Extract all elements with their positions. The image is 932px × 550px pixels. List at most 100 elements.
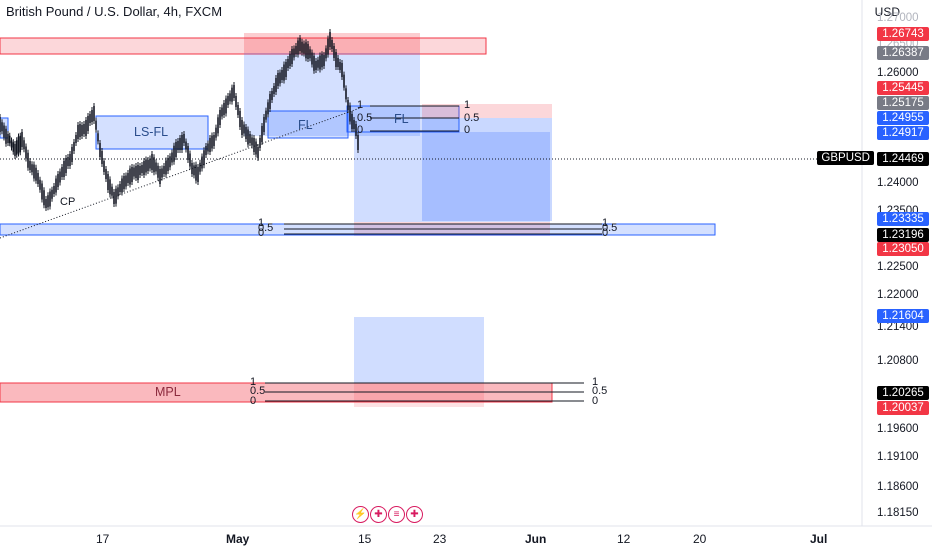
price-tag: 1.23050 [877,242,929,256]
fib-level-label: 0.5 [464,112,480,124]
projection-blue-top [244,53,420,136]
price-tag: 1.21604 [877,309,929,323]
candle-body [197,167,199,182]
candle-body [63,161,65,177]
candle-body [91,110,93,122]
fib-level-label: 0 [602,227,609,239]
candle-body [175,142,177,157]
candle-body [137,165,139,180]
price-tick-label: 1.19100 [877,451,919,463]
candle-body [31,164,33,173]
candle-body [27,152,29,168]
candle-body [7,134,9,143]
candle-body [281,70,283,80]
candle-body [177,141,179,150]
candle-body [289,54,291,66]
candle-body [195,164,197,181]
candle-body [161,168,163,178]
price-tick-label: 1.27000 [877,12,919,24]
candle-body [187,146,189,160]
candle-body [85,120,87,136]
candle-body [283,64,285,81]
time-tick-label: 20 [693,532,707,546]
candle-body [239,111,241,127]
candle-body [1,122,3,132]
candle-body [109,179,111,195]
candle-body [193,165,195,176]
candle-body [215,127,217,138]
candle-body [335,52,337,67]
candle-body [261,126,263,142]
projection-red-right [422,104,552,118]
candle-body [305,42,307,59]
candle-body [47,195,49,208]
candle-body [321,54,323,68]
candle-body [179,138,181,150]
projection-blue-low [354,317,484,383]
candle-body [357,135,359,150]
uk-flag-icon[interactable]: ✚ [406,506,423,523]
price-tag: 1.25175 [877,96,929,110]
candle-body [315,61,317,70]
candle-body [259,138,261,148]
candle-body [341,63,343,77]
candle-body [277,73,279,86]
candle-body [317,59,319,68]
candle-body [213,135,215,146]
time-tick-label: Jun [525,532,547,546]
ls-fl-label: LS-FL [134,125,169,139]
candle-body [339,62,341,70]
price-tag: 1.23335 [877,212,929,226]
candle-body [285,62,287,77]
candle-body [209,138,211,152]
candle-body [275,78,277,92]
candle-body [25,146,27,159]
candle-body [12,142,15,152]
candle-body [79,124,81,137]
candle-body [311,52,313,65]
candle-body [273,86,275,94]
projection-blue-right [422,118,552,221]
fib-level-label: 0.5 [592,385,608,397]
candle-body [235,96,237,107]
candle-body [3,125,5,138]
candle-body [241,120,243,135]
candle-body [77,125,79,139]
candle-body [67,157,69,166]
candle-body [115,188,117,204]
candle-body [303,43,305,54]
candle-body [233,85,235,98]
fib-level-label: 0 [464,124,471,136]
candle-body [353,120,355,129]
candle-body [39,179,41,190]
candle-body [217,117,219,134]
time-tick-label: 12 [617,532,631,546]
fib-level-label: 1 [357,99,364,111]
candle-body [155,162,157,172]
candle-body [71,147,73,162]
price-tag: 1.25445 [877,81,929,95]
candle-body [69,154,71,166]
candle-body [249,134,251,143]
candle-body [145,159,147,173]
uk-flag-icon[interactable]: ✚ [370,506,387,523]
candle-body [221,107,223,117]
candle-body [51,189,53,199]
candle-body [223,103,225,115]
candle-body [131,167,133,182]
fib-level-label: 1 [258,217,265,229]
candle-body [81,125,83,136]
candle-body [205,146,207,155]
price-tag: 1.20265 [877,386,929,400]
us-flag-icon[interactable]: ≡ [388,506,405,523]
candle-body [75,135,77,143]
price-tick-label: 1.20800 [877,355,919,367]
candle-body [297,40,299,55]
candle-body [181,135,183,150]
lightning-icon[interactable]: ⚡ [352,506,369,523]
candle-body [107,174,109,190]
candle-body [301,41,303,53]
candle-body [171,152,173,163]
candle-body [151,154,153,170]
